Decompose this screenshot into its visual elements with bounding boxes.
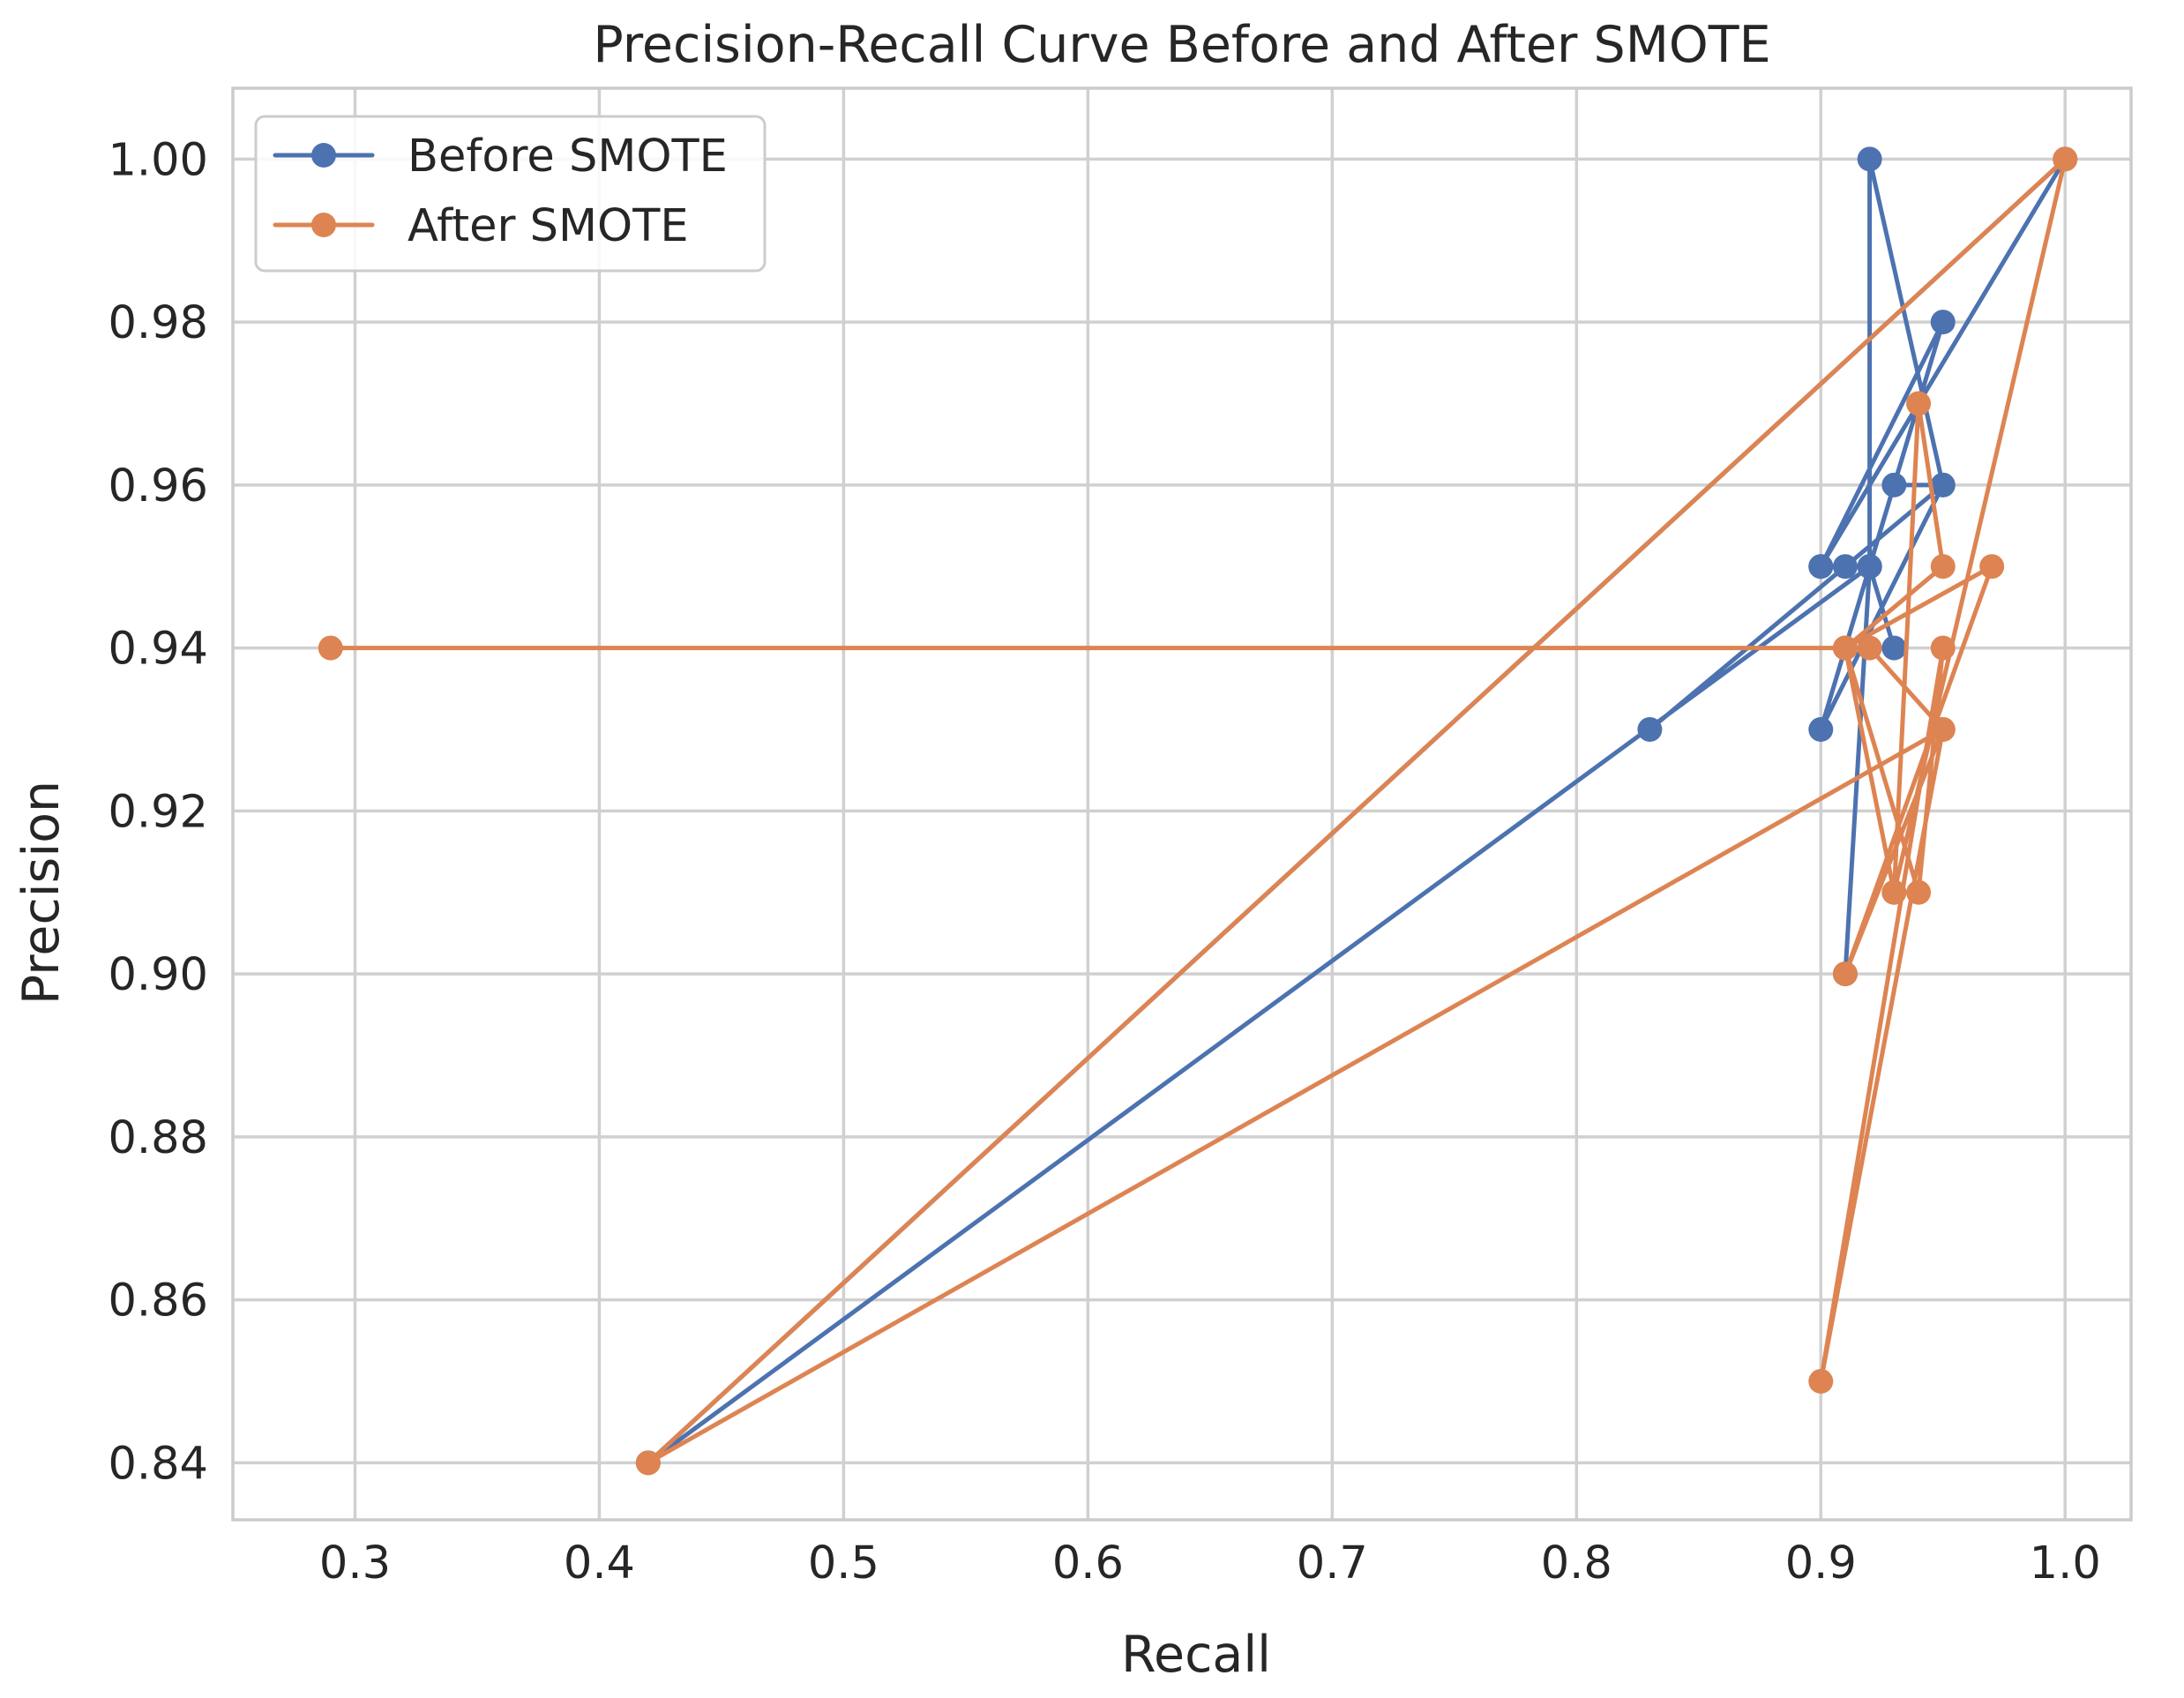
x-tick-label: 0.3 (319, 1537, 391, 1590)
y-tick-label: 0.96 (108, 460, 208, 512)
y-tick-label: 0.92 (108, 786, 208, 838)
data-point-after-smote (1881, 879, 1907, 905)
y-tick-label: 0.90 (108, 949, 208, 1001)
x-tick-label: 0.9 (1785, 1537, 1857, 1590)
data-point-after-smote (1930, 716, 1956, 742)
y-axis-label: Precision (12, 781, 71, 1005)
series-line-before-smote (646, 156, 2068, 1465)
legend-label-before: Before SMOTE (408, 131, 728, 183)
x-tick-label: 0.5 (808, 1537, 879, 1590)
x-axis-label: Recall (1121, 1626, 1271, 1684)
data-point-after-smote (1930, 554, 1956, 580)
data-point-before-smote (1808, 716, 1834, 742)
data-point-before-smote (1832, 554, 1858, 580)
chart-title: Precision-Recall Curve Before and After … (593, 16, 1770, 74)
data-point-after-smote (635, 1450, 661, 1476)
data-point-before-smote (1930, 472, 1956, 497)
x-tick-label: 0.4 (564, 1537, 635, 1590)
data-point-before-smote (1857, 554, 1882, 580)
y-tick-label: 0.86 (108, 1275, 208, 1328)
data-point-after-smote (1832, 635, 1858, 661)
x-tick-label: 0.7 (1297, 1537, 1368, 1590)
legend-marker-before (311, 143, 336, 168)
data-point-after-smote (1906, 879, 1932, 905)
plot-frame (231, 86, 2133, 1522)
series-after-smote (318, 146, 2078, 1476)
y-tick-label: 0.84 (108, 1438, 208, 1490)
data-point-before-smote (1881, 635, 1907, 661)
data-point-after-smote (1906, 391, 1932, 416)
x-tick-label: 0.6 (1052, 1537, 1124, 1590)
y-tick-label: 0.88 (108, 1112, 208, 1164)
data-point-after-smote (318, 635, 343, 661)
data-point-after-smote (2053, 146, 2078, 172)
legend-label-after: After SMOTE (408, 200, 689, 252)
y-tick-label: 1.00 (108, 134, 208, 186)
grid (233, 88, 2131, 1520)
legend-box (254, 115, 767, 273)
x-tick-label: 0.8 (1541, 1537, 1612, 1590)
legend-marker-after (311, 213, 336, 237)
series-line-after-smote (328, 156, 2068, 1465)
legend: Before SMOTE After SMOTE (254, 115, 767, 273)
x-tick-label: 1.0 (2030, 1537, 2101, 1590)
data-point-after-smote (1930, 635, 1956, 661)
data-point-before-smote (1857, 146, 1882, 172)
y-tick-label: 0.94 (108, 624, 208, 676)
data-point-before-smote (1930, 310, 1956, 335)
data-point-after-smote (1832, 961, 1858, 987)
data-point-before-smote (1881, 472, 1907, 497)
tick-labels: 0.3 0.4 0.5 0.6 0.7 0.8 0.9 1.0 0.84 0.86 0.88 0.90… (108, 134, 2100, 1590)
data-point-after-smote (1979, 554, 2005, 580)
data-point-after-smote (1857, 635, 1882, 661)
y-tick-label: 0.98 (108, 297, 208, 349)
series-layer (318, 146, 2078, 1476)
data-point-before-smote (1808, 554, 1834, 580)
data-point-before-smote (1637, 716, 1663, 742)
data-point-after-smote (1808, 1368, 1834, 1394)
